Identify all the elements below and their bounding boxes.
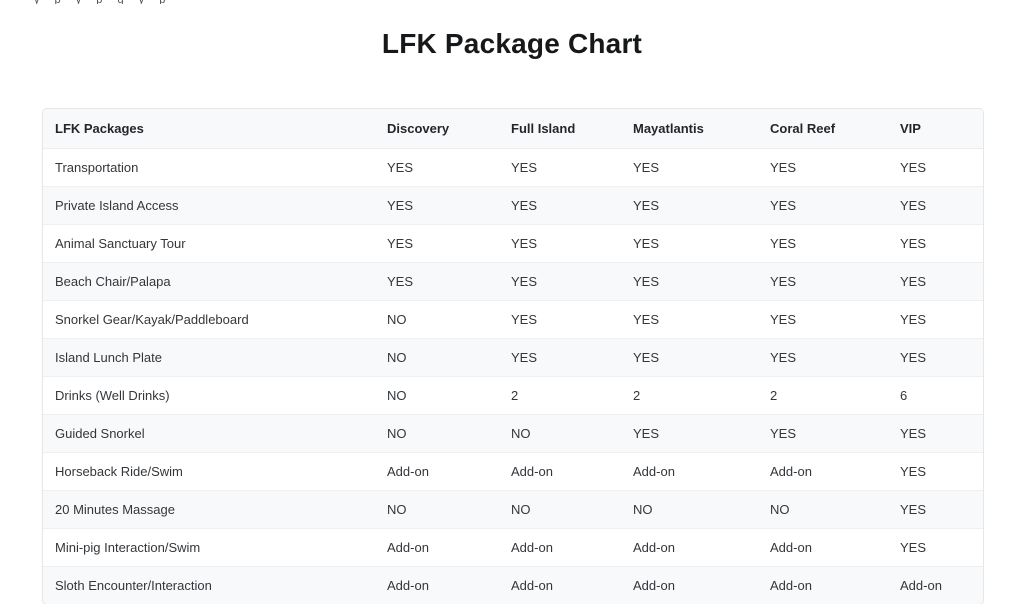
value-cell: 2 (499, 376, 621, 415)
value-cell: YES (499, 300, 621, 339)
table-row: Mini-pig Interaction/Swim Add-on Add-on Add… (43, 528, 983, 567)
value-cell: YES (621, 224, 758, 263)
column-header: VIP (888, 109, 983, 149)
value-cell: Add-on (499, 528, 621, 567)
column-header: Full Island (499, 109, 621, 149)
value-cell: YES (758, 414, 888, 453)
value-cell: YES (758, 262, 888, 301)
feature-cell: Guided Snorkel (43, 414, 375, 453)
table-row: Beach Chair/Palapa YES YES YES YES YES (43, 262, 983, 301)
table-body: Transportation YES YES YES YES YES Private Isl… (43, 148, 983, 604)
table-row: Island Lunch Plate NO YES YES YES YES (43, 338, 983, 377)
value-cell: YES (499, 224, 621, 263)
value-cell: YES (888, 490, 983, 529)
feature-cell: Animal Sanctuary Tour (43, 224, 375, 263)
value-cell: YES (888, 528, 983, 567)
value-cell: YES (888, 300, 983, 339)
value-cell: YES (621, 338, 758, 377)
clipped-top-text: y p y p g y p (34, 0, 334, 4)
value-cell: Add-on (758, 528, 888, 567)
value-cell: NO (499, 490, 621, 529)
value-cell: YES (758, 148, 888, 187)
feature-cell: Drinks (Well Drinks) (43, 376, 375, 415)
value-cell: Add-on (770, 578, 812, 593)
package-table: LFK Packages Discovery Full Island Mayatlan… (43, 109, 983, 604)
column-header: Coral Reef (758, 109, 888, 149)
table-row: Guided Snorkel NO NO YES YES YES (43, 414, 983, 453)
feature-cell: Private Island Access (43, 186, 375, 225)
value-cell: YES (621, 414, 758, 453)
table-row: Horseback Ride/Swim Add-on Add-on Add-on Add… (43, 452, 983, 491)
value-cell: YES (888, 186, 983, 225)
value-cell: YES (375, 148, 499, 187)
value-cell: YES (375, 262, 499, 301)
value-cell: YES (499, 262, 621, 301)
value-cell: YES (375, 224, 499, 263)
value-cell: YES (888, 262, 983, 301)
value-cell: Add-on (758, 452, 888, 491)
value-cell: NO (375, 338, 499, 377)
value-cell: YES (621, 186, 758, 225)
table-row: Transportation YES YES YES YES YES (43, 148, 983, 187)
value-cell: YES (888, 148, 983, 187)
value-cell: YES (758, 300, 888, 339)
value-cell: YES (758, 186, 888, 225)
value-cell: YES (758, 224, 888, 263)
value-cell: YES (375, 186, 499, 225)
value-cell: Add-on (900, 578, 942, 593)
feature-cell: Snorkel Gear/Kayak/Paddleboard (43, 300, 375, 339)
table-row: Drinks (Well Drinks) NO 2 2 2 6 (43, 376, 983, 415)
value-cell: YES (499, 148, 621, 187)
feature-cell: Sloth Encounter/Interaction (55, 578, 212, 593)
value-cell: YES (888, 224, 983, 263)
value-cell: Add-on (511, 578, 553, 593)
column-header: Discovery (375, 109, 499, 149)
value-cell: NO (375, 300, 499, 339)
column-header: LFK Packages (43, 109, 375, 149)
table-row: Sloth Encounter/Interaction Add-on Add-on A… (43, 566, 983, 604)
value-cell: Add-on (621, 452, 758, 491)
value-cell: 2 (621, 376, 758, 415)
value-cell: NO (621, 490, 758, 529)
table-row: 20 Minutes Massage NO NO NO NO YES (43, 490, 983, 529)
feature-cell: Transportation (43, 148, 375, 187)
value-cell: YES (621, 148, 758, 187)
value-cell: YES (888, 414, 983, 453)
value-cell: Add-on (375, 452, 499, 491)
value-cell: Add-on (375, 528, 499, 567)
table-header: LFK Packages Discovery Full Island Mayatlan… (43, 109, 983, 149)
package-table-container: LFK Packages Discovery Full Island Mayatlan… (42, 108, 984, 604)
value-cell: NO (375, 414, 499, 453)
value-cell: NO (375, 490, 499, 529)
value-cell: Add-on (387, 578, 429, 593)
value-cell: NO (758, 490, 888, 529)
value-cell: Add-on (621, 528, 758, 567)
feature-cell: 20 Minutes Massage (43, 490, 375, 529)
value-cell: YES (888, 338, 983, 377)
value-cell: YES (888, 452, 983, 491)
feature-cell: Horseback Ride/Swim (43, 452, 375, 491)
value-cell: YES (499, 338, 621, 377)
value-cell: NO (499, 414, 621, 453)
value-cell: YES (621, 262, 758, 301)
value-cell: YES (499, 186, 621, 225)
value-cell: YES (621, 300, 758, 339)
value-cell: 6 (888, 376, 983, 415)
feature-cell: Mini-pig Interaction/Swim (43, 528, 375, 567)
page-title: LFK Package Chart (381, 28, 643, 59)
value-cell: Add-on (499, 452, 621, 491)
column-header: Mayatlantis (621, 109, 758, 149)
table-row: Private Island Access YES YES YES YES YES (43, 186, 983, 225)
table-header-row: LFK Packages Discovery Full Island Mayatlan… (43, 109, 983, 149)
feature-cell: Beach Chair/Palapa (43, 262, 375, 301)
clipped-top-text-content: y p y p g y p (34, 0, 171, 4)
value-cell: NO (375, 376, 499, 415)
value-cell: Add-on (633, 578, 675, 593)
table-row: Animal Sanctuary Tour YES YES YES YES YES (43, 224, 983, 263)
value-cell: YES (758, 338, 888, 377)
table-row: Snorkel Gear/Kayak/Paddleboard NO YES YES YE… (43, 300, 983, 339)
value-cell: 2 (758, 376, 888, 415)
feature-cell: Island Lunch Plate (43, 338, 375, 377)
